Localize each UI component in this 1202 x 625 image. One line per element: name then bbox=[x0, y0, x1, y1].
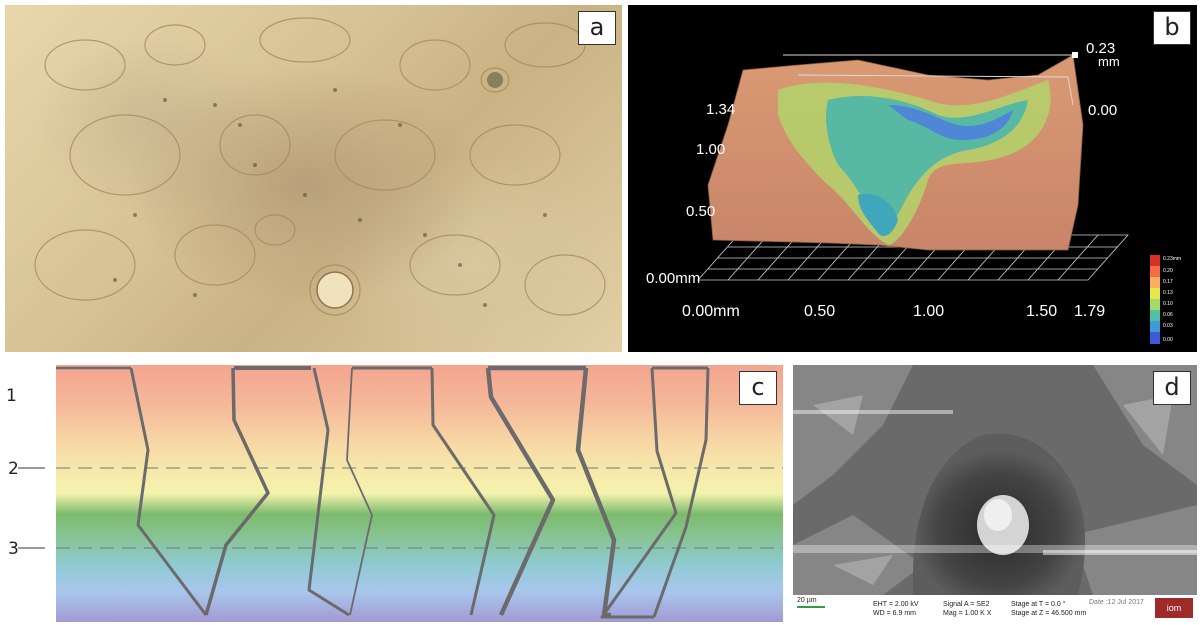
z-top-unit: mm bbox=[1098, 54, 1120, 69]
x-tick-label: 1.50 bbox=[1026, 303, 1058, 320]
stage-t-value: Stage at T = 0.0 ° bbox=[1011, 601, 1066, 608]
colorbar: 0.23mm 0.20 0.17 0.13 0.10 0.06 0.03 0.0… bbox=[1150, 255, 1181, 344]
signal-value: Signal A = SE2 bbox=[943, 601, 990, 608]
y-tick-label: 0.50 bbox=[686, 203, 716, 220]
panel-a-label: a bbox=[578, 11, 616, 45]
panel-c-label: c bbox=[739, 371, 777, 405]
panel-b-label: b bbox=[1153, 11, 1191, 45]
scale-bar-label: 20 µm bbox=[797, 597, 817, 604]
sem-info-bar: 20 µm EHT = 2.00 kV WD = 6.9 mm Signal A… bbox=[793, 595, 1197, 622]
level-label-3: 3 bbox=[8, 539, 19, 559]
iom-logo: iom bbox=[1155, 598, 1193, 618]
y-tick-label: 1.34 bbox=[706, 101, 736, 118]
date-value: Date :12 Jul 2017 bbox=[1089, 599, 1144, 606]
colorbar-label: 0.03 bbox=[1163, 323, 1173, 329]
level-ticks bbox=[18, 467, 45, 549]
colorbar-label: 0.06 bbox=[1163, 312, 1173, 318]
z-top-label: 0.23 bbox=[1086, 40, 1116, 57]
eht-value: EHT = 2.00 kV bbox=[873, 601, 919, 608]
surface-plot: 0.23mm 0.20 0.17 0.13 0.10 0.06 0.03 0.0… bbox=[697, 52, 1181, 344]
y-tick-label: 0.00mm bbox=[646, 270, 701, 287]
x-tick-label: 1.00 bbox=[913, 303, 945, 320]
panel-a-photo: a bbox=[5, 5, 622, 352]
colorbar-label: 0.00 bbox=[1163, 337, 1173, 343]
x-tick-label: 0.50 bbox=[804, 303, 836, 320]
y-tick-label: 1.00 bbox=[696, 141, 726, 158]
colorbar-label: 0.20 bbox=[1163, 268, 1173, 274]
wd-value: WD = 6.9 mm bbox=[873, 610, 916, 617]
panel-d-sem: 20 µm EHT = 2.00 kV WD = 6.9 mm Signal A… bbox=[793, 365, 1197, 622]
panel-d-label: d bbox=[1153, 371, 1191, 405]
mag-value: Mag = 1.00 K X bbox=[943, 610, 992, 617]
colorbar-label: 0.17 bbox=[1163, 279, 1173, 285]
stone-texture bbox=[34, 17, 606, 316]
sem-image bbox=[793, 365, 1197, 595]
panel-b-3d-map: 0.23mm 0.20 0.17 0.13 0.10 0.06 0.03 0.0… bbox=[628, 5, 1197, 352]
x-tick-label: 0.00mm bbox=[682, 303, 740, 320]
level-label-1: 1 bbox=[6, 386, 17, 406]
x-tick-label: 1.79 bbox=[1074, 303, 1106, 320]
scale-bar-icon bbox=[797, 606, 825, 608]
colorbar-label: 0.23mm bbox=[1163, 256, 1181, 262]
colorbar-label: 0.10 bbox=[1163, 301, 1173, 307]
profile-lines bbox=[56, 365, 783, 619]
z-zero-label: 0.00 bbox=[1088, 102, 1118, 119]
level-label-2: 2 bbox=[8, 459, 19, 479]
stage-z-value: Stage at Z = 46.500 mm bbox=[1011, 610, 1087, 617]
panel-c-profiles: c bbox=[56, 365, 783, 622]
colorbar-label: 0.13 bbox=[1163, 290, 1173, 296]
